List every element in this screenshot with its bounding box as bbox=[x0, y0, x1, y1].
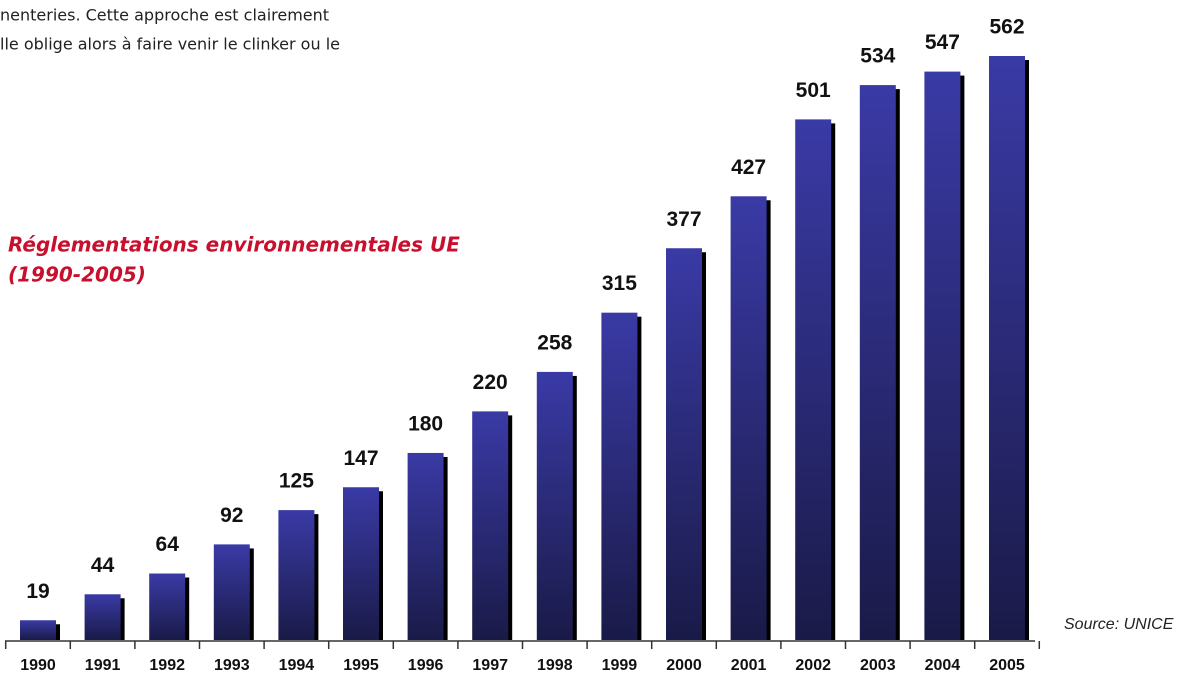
x-tick-label: 2001 bbox=[731, 657, 767, 674]
value-label: 377 bbox=[666, 208, 701, 231]
value-label: 547 bbox=[925, 31, 960, 54]
x-tick-label: 1998 bbox=[537, 657, 573, 674]
x-tick-label: 1993 bbox=[214, 657, 250, 674]
x-tick-label: 1991 bbox=[85, 657, 121, 674]
bar bbox=[924, 71, 961, 641]
value-label: 180 bbox=[408, 413, 443, 436]
value-label: 92 bbox=[220, 504, 243, 527]
bar bbox=[149, 573, 186, 640]
bar bbox=[536, 371, 573, 640]
x-tick-label: 1997 bbox=[472, 657, 508, 674]
bar bbox=[859, 85, 896, 641]
value-label: 427 bbox=[731, 156, 766, 179]
x-tick-label: 2002 bbox=[795, 657, 831, 674]
bar bbox=[472, 411, 509, 640]
x-tick-label: 2005 bbox=[989, 657, 1025, 674]
value-label: 44 bbox=[91, 554, 115, 577]
chart-title: Réglementations environnementales UE bbox=[8, 233, 460, 257]
value-label: 562 bbox=[989, 16, 1024, 39]
x-tick-label: 1999 bbox=[602, 657, 638, 674]
x-tick-label: 1994 bbox=[279, 657, 315, 674]
x-tick-label: 1995 bbox=[343, 657, 379, 674]
value-label: 220 bbox=[473, 371, 508, 394]
bar bbox=[213, 544, 250, 640]
value-label: 19 bbox=[26, 580, 49, 603]
x-tick-label: 2003 bbox=[860, 657, 896, 674]
value-label: 501 bbox=[796, 79, 831, 102]
bar bbox=[989, 56, 1025, 640]
value-label: 534 bbox=[860, 45, 895, 68]
value-label: 315 bbox=[602, 272, 637, 295]
x-tick-label: 2004 bbox=[925, 657, 961, 674]
bar bbox=[601, 312, 638, 640]
x-tick-label: 1996 bbox=[408, 657, 444, 674]
bar bbox=[730, 196, 767, 640]
bar bbox=[278, 510, 315, 640]
x-tick-label: 1990 bbox=[20, 657, 56, 674]
value-label: 64 bbox=[156, 533, 180, 556]
bar bbox=[666, 248, 702, 640]
value-label: 258 bbox=[537, 331, 572, 354]
chart-title: (1990-2005) bbox=[8, 263, 146, 287]
bar bbox=[795, 119, 832, 641]
value-label: 125 bbox=[279, 470, 314, 493]
bar bbox=[407, 452, 444, 640]
paragraph-line: lle oblige alors à faire venir le clinke… bbox=[0, 35, 340, 54]
value-label: 147 bbox=[343, 447, 378, 470]
bar bbox=[84, 594, 121, 640]
bar bbox=[20, 620, 56, 640]
bar bbox=[343, 487, 379, 640]
paragraph-line: nenteries. Cette approche est clairement bbox=[0, 6, 329, 25]
source: Source: UNICE bbox=[1064, 616, 1174, 633]
x-tick-label: 1992 bbox=[149, 657, 185, 674]
x-tick-label: 2000 bbox=[666, 657, 702, 674]
